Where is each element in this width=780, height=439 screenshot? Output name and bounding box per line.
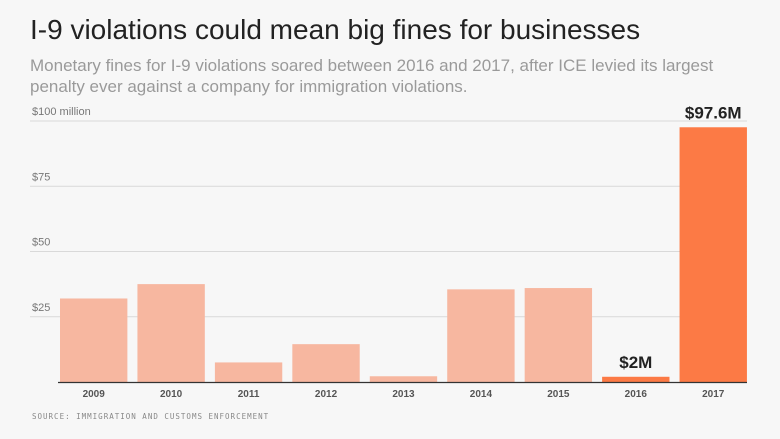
y-tick-label: $75	[32, 171, 50, 183]
x-tick-label: 2012	[315, 389, 338, 400]
x-tick-label: 2009	[83, 389, 106, 400]
bar-2009	[60, 298, 128, 382]
source-note: SOURCE: IMMIGRATION AND CUSTOMS ENFORCEM…	[32, 412, 270, 421]
y-tick-label: $50	[32, 237, 50, 249]
data-labels: $2M $97.6M	[619, 103, 741, 372]
y-tick-label: $100 million	[32, 106, 91, 118]
bar-2013	[369, 376, 438, 382]
chart-subtitle: Monetary fines for I-9 violations soared…	[30, 56, 714, 96]
data-label-2017: $97.6M	[685, 103, 742, 122]
bar-2015	[524, 288, 593, 382]
bars	[60, 127, 747, 382]
bar-2010	[137, 284, 205, 382]
x-tick-label: 2014	[470, 389, 493, 400]
x-tick-label: 2011	[238, 389, 260, 400]
chart-title: I-9 violations could mean big fines for …	[30, 14, 641, 45]
bar-2017	[679, 127, 747, 382]
bar-2012	[292, 344, 360, 382]
bar-2011	[214, 362, 283, 382]
x-tick-label: 2016	[625, 389, 648, 400]
x-tick-label: 2015	[547, 389, 570, 400]
x-axis-ticks: 2009 2010 2011 2012 2013 2014 2015 2016 2017	[83, 389, 725, 400]
data-label-2016: $2M	[619, 353, 652, 372]
x-tick-label: 2013	[392, 389, 415, 400]
bar-2014	[447, 289, 515, 382]
y-axis-ticks: $25 $50 $75 $100 million	[32, 106, 91, 314]
x-tick-label: 2010	[160, 389, 183, 400]
x-tick-label: 2017	[702, 389, 725, 400]
y-tick-label: $25	[32, 302, 50, 314]
bar-2016	[602, 376, 670, 382]
